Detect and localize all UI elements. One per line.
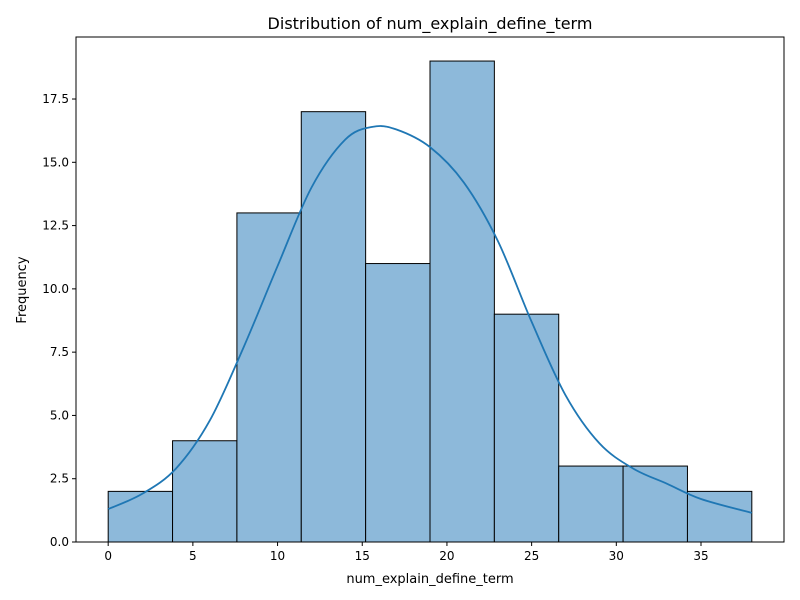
x-tick-label: 35 <box>693 549 708 563</box>
x-axis-label: num_explain_define_term <box>346 572 513 587</box>
y-tick-label: 15.0 <box>42 155 69 169</box>
x-tick-label: 15 <box>355 549 370 563</box>
y-tick-label: 12.5 <box>42 219 69 233</box>
x-tick-label: 0 <box>104 549 112 563</box>
y-tick-label: 7.5 <box>50 345 69 359</box>
plot-area: 0 5 10 15 20 25 30 35 0.0 2.5 5.0 7.5 10.0 12.5 15.0 17… <box>42 36 785 563</box>
kde-line <box>107 125 753 514</box>
histogram-bar <box>236 212 302 543</box>
y-tick-label: 0.0 <box>50 535 69 549</box>
histogram-bar <box>172 440 238 543</box>
histogram-bar <box>107 490 174 543</box>
y-tick-label: 5.0 <box>50 408 69 422</box>
histogram-bar <box>429 60 495 543</box>
histogram-bar <box>686 490 753 543</box>
y-tick-label: 2.5 <box>50 472 69 486</box>
y-tick-label: 10.0 <box>42 282 69 296</box>
x-tick-label: 30 <box>609 549 624 563</box>
y-tick-label: 17.5 <box>42 92 69 106</box>
histogram-bar <box>558 465 624 543</box>
x-tick-label: 5 <box>189 549 197 563</box>
chart-title: Distribution of num_explain_define_term <box>268 14 593 34</box>
x-tick-label: 20 <box>439 549 454 563</box>
y-axis-label: Frequency <box>15 256 30 323</box>
histogram-bar <box>365 263 431 543</box>
histogram-bar <box>493 313 560 543</box>
x-tick-label: 25 <box>524 549 539 563</box>
plot-frame <box>75 36 785 543</box>
x-tick-label: 10 <box>270 549 285 563</box>
histogram-bar <box>300 111 367 543</box>
histogram-bar <box>622 465 688 543</box>
